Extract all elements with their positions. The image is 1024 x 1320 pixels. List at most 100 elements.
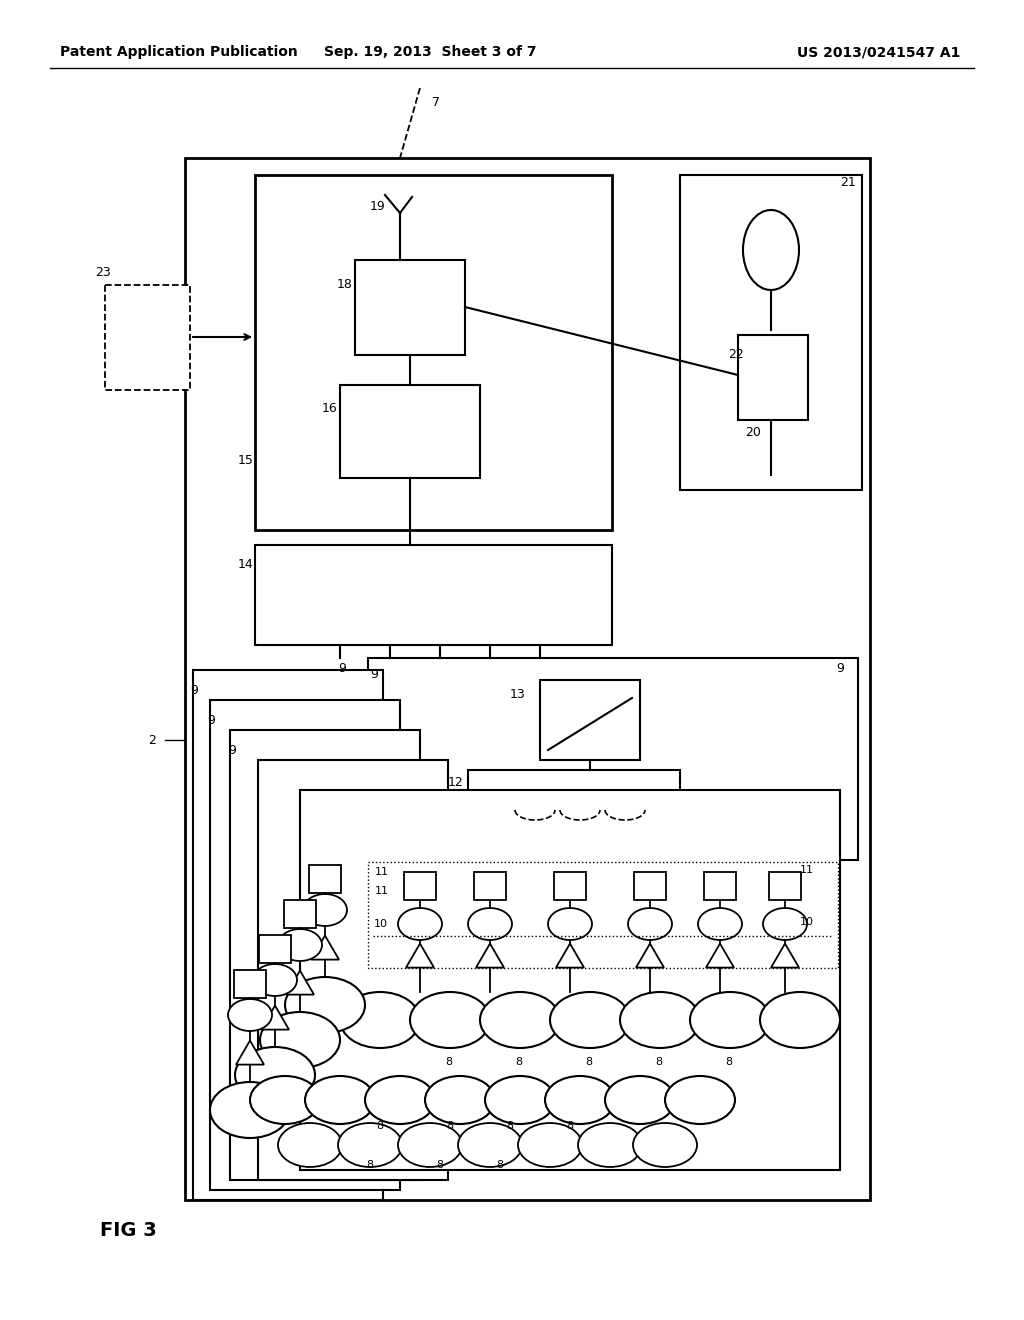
- Text: 22: 22: [728, 348, 743, 362]
- Ellipse shape: [425, 1076, 495, 1125]
- Bar: [738, 335, 808, 420]
- Text: 8: 8: [585, 1057, 592, 1067]
- Ellipse shape: [340, 993, 420, 1048]
- Ellipse shape: [398, 1123, 462, 1167]
- Text: 8: 8: [655, 1057, 663, 1067]
- Ellipse shape: [365, 1076, 435, 1125]
- Text: 9: 9: [338, 661, 346, 675]
- Ellipse shape: [545, 1076, 615, 1125]
- Ellipse shape: [210, 1082, 290, 1138]
- Bar: [284, 900, 316, 928]
- Ellipse shape: [690, 993, 770, 1048]
- Polygon shape: [311, 936, 339, 960]
- Ellipse shape: [760, 993, 840, 1048]
- Bar: [105, 285, 190, 389]
- Bar: [634, 873, 666, 900]
- Bar: [258, 760, 449, 1180]
- Bar: [340, 385, 480, 478]
- Text: 9: 9: [370, 668, 378, 681]
- Bar: [255, 545, 612, 645]
- Text: 8: 8: [446, 1121, 454, 1131]
- Ellipse shape: [620, 993, 700, 1048]
- Ellipse shape: [578, 1123, 642, 1167]
- Ellipse shape: [550, 993, 630, 1048]
- Text: 8: 8: [725, 1057, 732, 1067]
- Polygon shape: [476, 944, 504, 968]
- Text: 8: 8: [376, 1121, 383, 1131]
- Text: 8: 8: [515, 1057, 522, 1067]
- Bar: [368, 862, 838, 968]
- Bar: [355, 260, 465, 355]
- Polygon shape: [406, 944, 434, 968]
- Bar: [368, 657, 858, 861]
- Ellipse shape: [763, 908, 807, 940]
- Ellipse shape: [548, 908, 592, 940]
- Text: 11: 11: [800, 865, 814, 875]
- Text: 8: 8: [445, 1057, 453, 1067]
- Ellipse shape: [485, 1076, 555, 1125]
- Text: 14: 14: [238, 558, 254, 572]
- Ellipse shape: [665, 1076, 735, 1125]
- Ellipse shape: [743, 210, 799, 290]
- Text: 23: 23: [95, 265, 111, 279]
- Text: Patent Application Publication: Patent Application Publication: [60, 45, 298, 59]
- Text: 8: 8: [496, 1160, 503, 1170]
- Bar: [468, 770, 680, 845]
- Bar: [540, 680, 640, 760]
- Ellipse shape: [398, 908, 442, 940]
- Ellipse shape: [278, 1123, 342, 1167]
- Bar: [300, 789, 840, 1170]
- Ellipse shape: [260, 1012, 340, 1068]
- Bar: [404, 873, 436, 900]
- Text: FIG 3: FIG 3: [100, 1221, 157, 1239]
- Text: 9: 9: [228, 743, 236, 756]
- Ellipse shape: [234, 1047, 315, 1104]
- Ellipse shape: [458, 1123, 522, 1167]
- Ellipse shape: [338, 1123, 402, 1167]
- Ellipse shape: [628, 908, 672, 940]
- Bar: [474, 873, 506, 900]
- Text: 12: 12: [449, 776, 464, 788]
- Ellipse shape: [253, 964, 297, 997]
- Text: 8: 8: [506, 1121, 513, 1131]
- Polygon shape: [261, 1006, 289, 1030]
- Bar: [185, 158, 870, 1200]
- Text: 8: 8: [366, 1160, 373, 1170]
- Text: 13: 13: [510, 688, 525, 701]
- Ellipse shape: [480, 993, 560, 1048]
- Text: 9: 9: [207, 714, 215, 726]
- Text: 11: 11: [375, 867, 389, 876]
- Text: 8: 8: [436, 1160, 443, 1170]
- Text: 2: 2: [148, 734, 156, 747]
- Ellipse shape: [518, 1123, 582, 1167]
- Text: 19: 19: [370, 201, 386, 214]
- Ellipse shape: [410, 993, 490, 1048]
- Polygon shape: [556, 944, 584, 968]
- Text: 20: 20: [745, 425, 761, 438]
- Bar: [234, 970, 266, 998]
- Ellipse shape: [605, 1076, 675, 1125]
- Text: 11: 11: [375, 886, 389, 896]
- Text: US 2013/0241547 A1: US 2013/0241547 A1: [797, 45, 961, 59]
- Ellipse shape: [468, 908, 512, 940]
- Ellipse shape: [278, 929, 322, 961]
- Bar: [309, 865, 341, 894]
- Bar: [769, 873, 801, 900]
- Polygon shape: [286, 970, 314, 994]
- Text: 18: 18: [337, 279, 353, 292]
- Polygon shape: [636, 944, 664, 968]
- Polygon shape: [706, 944, 734, 968]
- Text: 9: 9: [190, 684, 198, 697]
- Text: 8: 8: [566, 1121, 573, 1131]
- Text: 9: 9: [836, 661, 844, 675]
- Bar: [705, 873, 736, 900]
- Bar: [554, 873, 586, 900]
- Bar: [255, 176, 612, 531]
- Text: 21: 21: [840, 176, 856, 189]
- Bar: [259, 935, 291, 964]
- Bar: [193, 671, 383, 1200]
- Bar: [680, 176, 862, 490]
- Ellipse shape: [698, 908, 742, 940]
- Ellipse shape: [633, 1123, 697, 1167]
- Polygon shape: [236, 1040, 264, 1065]
